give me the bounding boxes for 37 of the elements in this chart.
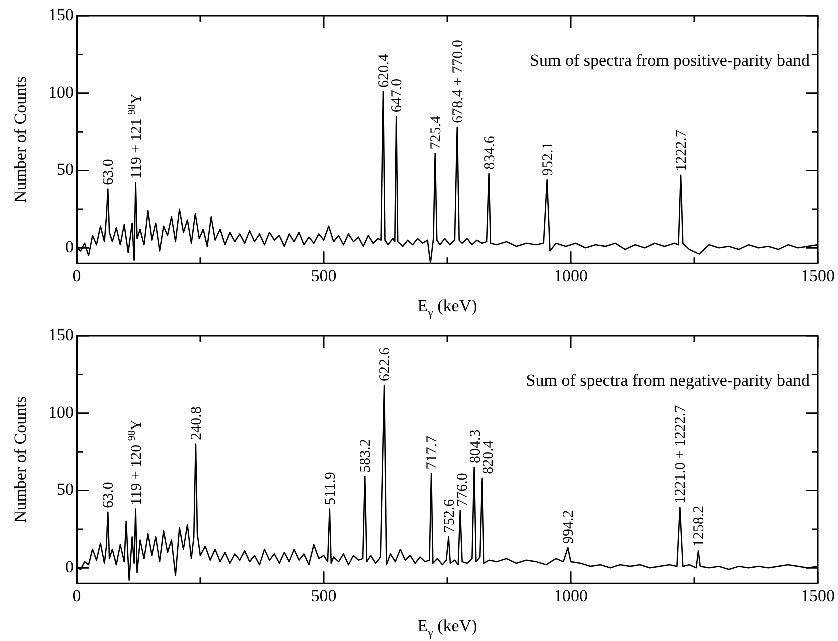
y-tick-label: 0: [66, 238, 74, 257]
annotation: 119 + 121 98Y: [126, 93, 145, 180]
x-tick-label: 1000: [554, 266, 588, 286]
y-axis-title: Number of Counts: [11, 76, 30, 204]
annotation: 622.6: [378, 347, 394, 382]
annotation: 119 + 120 98Y: [126, 420, 145, 506]
y-axis-title: Number of Counts: [11, 396, 30, 524]
y-tick-label: 100: [48, 82, 74, 102]
x-tick-label: 1500: [801, 586, 835, 606]
annotation: 63.0: [101, 482, 118, 508]
annotation: 1222.7: [674, 130, 690, 172]
annotation: 952.1: [540, 142, 556, 176]
annotation: Sum of spectra from negative-parity band: [526, 371, 810, 390]
annotation: Sum of spectra from positive-parity band: [530, 51, 810, 70]
y-tick-label: 0: [66, 558, 74, 577]
annotation: 1221.0 + 1222.7: [673, 404, 690, 504]
annotation: 717.7: [424, 435, 441, 470]
y-tick-label: 50: [57, 160, 74, 180]
x-tick-label: 1000: [554, 586, 588, 606]
annotation: 583.2: [358, 439, 374, 473]
annotation: 240.8: [188, 406, 205, 440]
annotation: 1258.2: [692, 506, 708, 548]
annotation: 725.4: [428, 115, 444, 150]
x-tick-label: 500: [311, 586, 337, 606]
annotation: 63.0: [101, 159, 118, 186]
y-tick-label: 50: [57, 480, 74, 500]
x-tick-label: 1500: [801, 266, 835, 286]
y-tick-label: 150: [48, 5, 74, 24]
y-tick-label: 150: [48, 325, 74, 344]
annotation: 834.6: [482, 136, 498, 170]
annotation: 647.0: [390, 78, 406, 113]
annotation: 620.4: [376, 54, 392, 88]
y-tick-label: 100: [48, 402, 74, 422]
annotation: 994.2: [561, 510, 578, 544]
annotation: 511.9: [322, 472, 339, 506]
annotation: 678.4 + 770.0: [450, 40, 466, 124]
x-tick-label: 500: [311, 266, 337, 286]
